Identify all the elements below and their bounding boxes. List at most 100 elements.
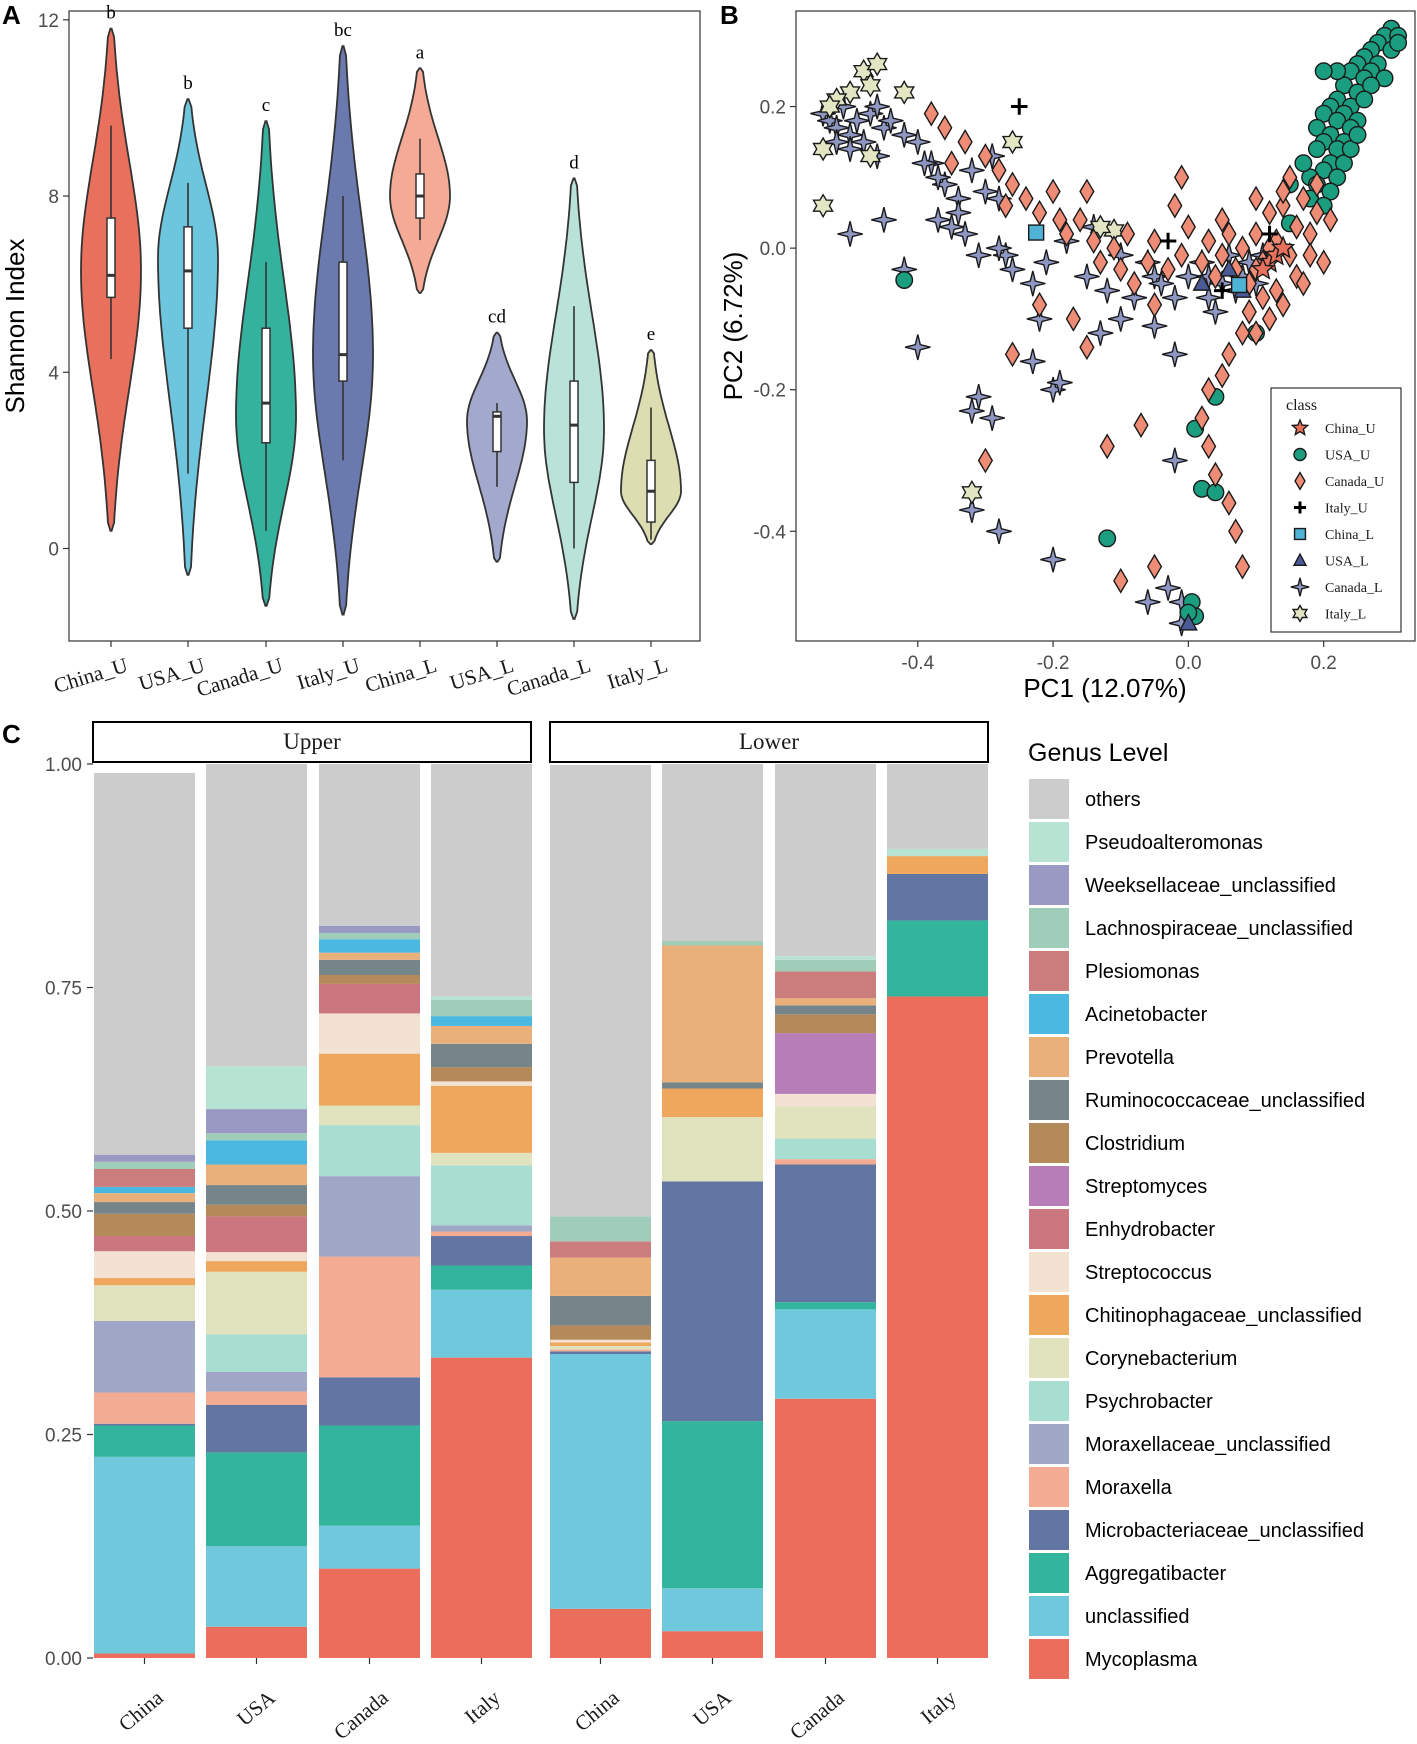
bar-segment-lower-canada-corynebacterium — [775, 1106, 876, 1139]
pcoa-point-italy-l-9 — [1001, 129, 1024, 155]
genus-legend-key-moraxellaceae-unclassified — [1029, 1424, 1069, 1464]
bar-segment-upper-usa-mycoplasma — [206, 1626, 307, 1658]
bar-segment-lower-canada-psychrobacter — [775, 1138, 876, 1160]
pcoa-point-canada-u-73 — [1113, 567, 1129, 594]
pcoa-point-usa-u-38 — [1321, 182, 1340, 201]
bar-segment-upper-usa-acinetobacter — [206, 1140, 307, 1165]
bar-segment-upper-canada-acinetobacter — [319, 939, 420, 953]
pcoa-legend-label-china-l: China_L — [1325, 528, 1374, 543]
bar-segment-upper-italy-prevotella — [431, 1025, 532, 1044]
bar-segment-upper-canada-corynebacterium — [319, 1105, 420, 1126]
bar-segment-upper-canada-unclassified — [319, 1525, 420, 1569]
pcoa-point-canada-u-4 — [977, 143, 994, 170]
pcoa-point-canada-u-79 — [1214, 206, 1230, 233]
pcoa-plot: PC1 (12.07%) PC2 (6.72%) -0.4 -0.2 0.0 0.2 0… — [718, 10, 1416, 703]
pcoa-point-canada-l-75 — [925, 164, 951, 191]
bar-segment-lower-canada-pseudoalteromonas — [775, 956, 876, 960]
pcoa-legend-key-usa-l — [1292, 552, 1308, 566]
violin-box-usa-l — [492, 411, 502, 453]
bar-segment-upper-usa-unclassified — [206, 1546, 307, 1627]
violin-sig-letter-usa-u: b — [183, 73, 193, 94]
pcoa-point-canada-l-65 — [999, 256, 1026, 283]
pcoa-point-canada-u-53 — [1194, 405, 1210, 431]
bar-segment-upper-china-aggregatibacter — [94, 1425, 195, 1457]
bar-segment-upper-china-others — [94, 772, 195, 1155]
bar-segment-upper-italy-streptococcus — [431, 1081, 532, 1086]
bar-segment-lower-canada-plesiomonas — [775, 971, 876, 999]
pcoa-point-canada-u-50 — [1221, 341, 1237, 368]
pcoa-legend-title: class — [1286, 397, 1317, 414]
pcoa-legend: class China_U USA_U Canada_U Italy_U China_L… — [1270, 387, 1402, 633]
pcoa-point-canada-u-71 — [977, 447, 994, 474]
bar-segment-upper-usa-enhydrobacter — [206, 1216, 307, 1253]
pcoa-point-italy-u-3 — [1213, 282, 1231, 299]
bar-segment-lower-canada-streptomyces — [775, 1033, 876, 1094]
pcoa-point-canada-u-5 — [991, 157, 1007, 184]
violin-box-canada-u — [261, 327, 271, 444]
bar-segment-lower-china-plesiomonas — [550, 1241, 651, 1258]
bar-segment-upper-canada-mycoplasma — [319, 1568, 420, 1658]
pcoa-legend-label-italy-u: Italy_U — [1325, 502, 1368, 517]
pcoa-point-canada-u-63 — [1282, 164, 1298, 191]
pcoa-legend-label-usa-u: USA_U — [1325, 449, 1370, 464]
bar-segment-upper-china-ruminococcaceae-unclassified — [94, 1202, 195, 1214]
pcoa-point-canada-u-25 — [1180, 213, 1197, 240]
bar-segment-upper-italy-chitinophagaceae-unclassified — [431, 1085, 532, 1153]
bar-segment-upper-canada-aggregatibacter — [319, 1425, 420, 1526]
pcoa-point-canada-u-67 — [1079, 334, 1095, 361]
violin-sig-letter-usa-l: cd — [488, 307, 506, 328]
genus-legend-key-streptomyces — [1029, 1166, 1069, 1206]
bar-segment-upper-usa-aggregatibacter — [206, 1452, 307, 1547]
bar-segment-lower-china-chitinophagaceae-unclassified — [550, 1342, 651, 1346]
pcoa-point-canada-u-38 — [1275, 192, 1291, 219]
pcoa-point-canada-l-60 — [1155, 575, 1181, 601]
pcoa-point-canada-u-21 — [1146, 228, 1163, 254]
bar-segment-lower-usa-lachnospiraceae-unclassified — [662, 941, 763, 946]
pcoa-point-italy-l-2 — [859, 72, 882, 98]
bar-segment-lower-china-others — [550, 764, 651, 1217]
pcoa-point-canada-l-45 — [1019, 270, 1046, 297]
bar-x-label-lower-italy: Italy — [916, 1685, 961, 1728]
genus-legend-label-plesiomonas: Plesiomonas — [1085, 961, 1200, 983]
pcoa-point-canada-u-77 — [1309, 171, 1325, 198]
pcoa-point-canada-u-44 — [1316, 249, 1332, 276]
pcoa-y-tick-label-0-2: -0.2 — [753, 381, 786, 402]
pcoa-point-canada-u-32 — [1234, 235, 1251, 262]
pcoa-point-china-u-3 — [1250, 256, 1275, 280]
bar-segment-lower-usa-corynebacterium — [662, 1117, 763, 1182]
bar-segment-upper-usa-psychrobacter — [206, 1334, 307, 1372]
pcoa-point-canada-u-57 — [1228, 518, 1244, 545]
genus-legend-key-plesiomonas — [1029, 951, 1069, 991]
bar-segment-lower-usa-others — [662, 764, 763, 942]
pcoa-point-canada-u-64 — [1275, 178, 1291, 205]
bar-segment-lower-italy-aggregatibacter — [887, 920, 988, 997]
bar-segment-lower-canada-ruminococcaceae-unclassified — [775, 1005, 876, 1015]
pcoa-point-canada-l-51 — [1202, 299, 1229, 325]
stacked-bar-plot: 0.00 0.25 0.50 0.75 1.00 Upper Lower China US… — [45, 721, 1365, 1744]
pcoa-point-canada-u-1 — [937, 114, 953, 141]
pcoa-legend-key-china-l — [1293, 527, 1307, 541]
pcoa-point-canada-l-76 — [911, 150, 938, 176]
pcoa-point-canada-l-79 — [864, 93, 890, 120]
pcoa-point-canada-u-80 — [1173, 164, 1190, 191]
pcoa-point-canada-u-10 — [1045, 178, 1061, 205]
bar-segment-upper-italy-clostridium — [431, 1067, 532, 1082]
pcoa-point-canada-u-6 — [1004, 171, 1021, 198]
pcoa-point-canada-l-34 — [1019, 348, 1046, 375]
pcoa-point-italy-l-1 — [866, 51, 888, 77]
genus-legend-key-unclassified — [1029, 1596, 1069, 1636]
pcoa-x-axis-title: PC1 (12.07%) — [1023, 673, 1186, 703]
bar-segment-upper-italy-moraxellaceae-unclassified — [431, 1225, 532, 1232]
pcoa-point-canada-l-29 — [959, 497, 985, 523]
bar-segment-upper-china-lachnospiraceae-unclassified — [94, 1161, 195, 1169]
violin-sig-letter-canada-u: c — [262, 95, 270, 116]
bar-segment-lower-italy-chitinophagaceae-unclassified — [887, 856, 988, 874]
genus-legend-key-enhydrobacter — [1029, 1209, 1069, 1249]
pcoa-point-usa-u-53 — [1098, 529, 1117, 548]
bar-segment-lower-usa-aggregatibacter — [662, 1421, 763, 1589]
genus-legend-label-clostridium: Clostridium — [1085, 1133, 1185, 1155]
pcoa-point-canada-l-21 — [952, 221, 978, 247]
violin-y-tick-label-8: 8 — [48, 187, 59, 208]
